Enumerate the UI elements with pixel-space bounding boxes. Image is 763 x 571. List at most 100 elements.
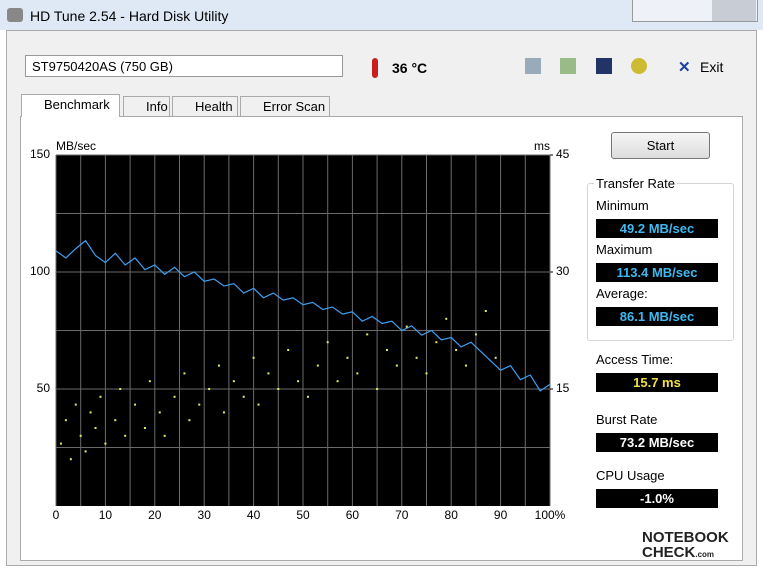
exit-button[interactable]: Exit [700, 59, 724, 75]
y-tick-label: 150 [30, 147, 50, 161]
x-tick-label: 0 [53, 508, 60, 522]
thermometer-icon [372, 58, 378, 78]
x-tick-label: 70 [395, 508, 409, 522]
copy-icon[interactable] [525, 58, 541, 74]
tab[interactable]: Benchmark [21, 94, 120, 117]
access-point [346, 356, 349, 359]
access-point [277, 388, 280, 390]
access-point [173, 395, 176, 398]
access-point [114, 419, 117, 422]
access-point [474, 333, 477, 336]
cpu-value: -1.0% [596, 489, 718, 508]
tab[interactable]: Info [123, 96, 170, 116]
access-point [445, 317, 448, 320]
access-point [124, 434, 127, 437]
access-point [158, 411, 161, 414]
y-tick-label: 100 [30, 264, 50, 278]
access-point [148, 380, 151, 383]
max-value: 113.4 MB/sec [596, 263, 718, 282]
access-point [134, 403, 137, 406]
y-tick-label: 50 [37, 381, 51, 395]
access-point [316, 364, 319, 367]
min-label: Minimum [596, 198, 649, 213]
x-tick-label: 50 [296, 508, 310, 522]
access-point [484, 310, 487, 312]
access-point [425, 372, 428, 375]
access-point [84, 450, 87, 453]
access-point [356, 372, 359, 375]
access-point [242, 395, 245, 398]
access-label: Access Time: [596, 352, 674, 367]
access-point [306, 395, 309, 398]
app-icon [7, 8, 23, 22]
tab[interactable]: Health [172, 96, 238, 116]
access-point [395, 364, 398, 367]
access-point [163, 434, 166, 437]
transfer-line [55, 239, 551, 392]
access-point [74, 403, 77, 406]
watermark: NOTEBOOK CHECK.com [642, 530, 729, 562]
access-point [297, 380, 300, 383]
access-point [79, 434, 82, 437]
drive-select[interactable]: ST9750420AS (750 GB) [25, 55, 343, 77]
y2-tick-label: 15 [556, 381, 570, 395]
x-tick-label: 60 [346, 508, 360, 522]
access-point [435, 341, 438, 344]
access-point [143, 427, 146, 429]
exit-icon[interactable]: ✕ [678, 59, 691, 76]
chart: 0 10 20 30 40 50 60 70 80 90 100% 50 100 150 15 30 45 MB/… [30, 139, 570, 522]
access-point [208, 388, 211, 390]
access-point [119, 388, 122, 390]
y-axis-label: MB/sec [56, 139, 96, 153]
x-tick-label: 10 [99, 508, 113, 522]
avg-label: Average: [596, 286, 648, 301]
access-point [455, 349, 458, 351]
close-button[interactable] [712, 0, 756, 21]
watermark-suffix: .com [695, 550, 715, 559]
options-icon[interactable] [631, 58, 647, 74]
cpu-label: CPU Usage [596, 468, 665, 483]
access-point [222, 411, 225, 414]
access-point [287, 349, 290, 351]
access-point [94, 427, 97, 429]
access-point [376, 388, 379, 390]
avg-value: 86.1 MB/sec [596, 307, 718, 326]
burst-label: Burst Rate [596, 412, 658, 427]
access-point [494, 356, 497, 359]
access-point [415, 356, 418, 359]
window-title: HD Tune 2.54 - Hard Disk Utility [30, 8, 229, 24]
x-tick-label: 20 [148, 508, 162, 522]
access-point [59, 442, 62, 445]
x-tick-label: 30 [198, 508, 212, 522]
y2-axis-label: ms [534, 139, 550, 153]
access-value: 15.7 ms [596, 373, 718, 392]
x-tick-label: 90 [494, 508, 508, 522]
x-tick-label: 100% [535, 508, 566, 522]
access-point [99, 395, 102, 398]
access-point [218, 364, 221, 367]
access-point [104, 442, 107, 445]
start-button[interactable]: Start [611, 132, 710, 159]
access-point [183, 372, 186, 375]
access-point [69, 458, 72, 461]
access-point [64, 419, 67, 422]
copy-all-icon[interactable] [560, 58, 576, 74]
min-value: 49.2 MB/sec [596, 219, 718, 238]
y2-tick-label: 45 [556, 147, 570, 161]
burst-value: 73.2 MB/sec [596, 433, 718, 452]
group-title: Transfer Rate [594, 176, 677, 191]
access-point [366, 333, 369, 336]
access-point [326, 341, 329, 344]
tab[interactable]: Error Scan [240, 96, 330, 116]
access-point [198, 403, 201, 406]
access-point [405, 325, 408, 328]
watermark-line: NOTEBOOK [642, 529, 729, 546]
access-point [257, 403, 260, 406]
access-point [252, 356, 255, 359]
save-icon[interactable] [596, 58, 612, 74]
max-label: Maximum [596, 242, 653, 257]
access-point [89, 411, 92, 414]
access-point [465, 364, 468, 367]
access-point [188, 419, 191, 422]
